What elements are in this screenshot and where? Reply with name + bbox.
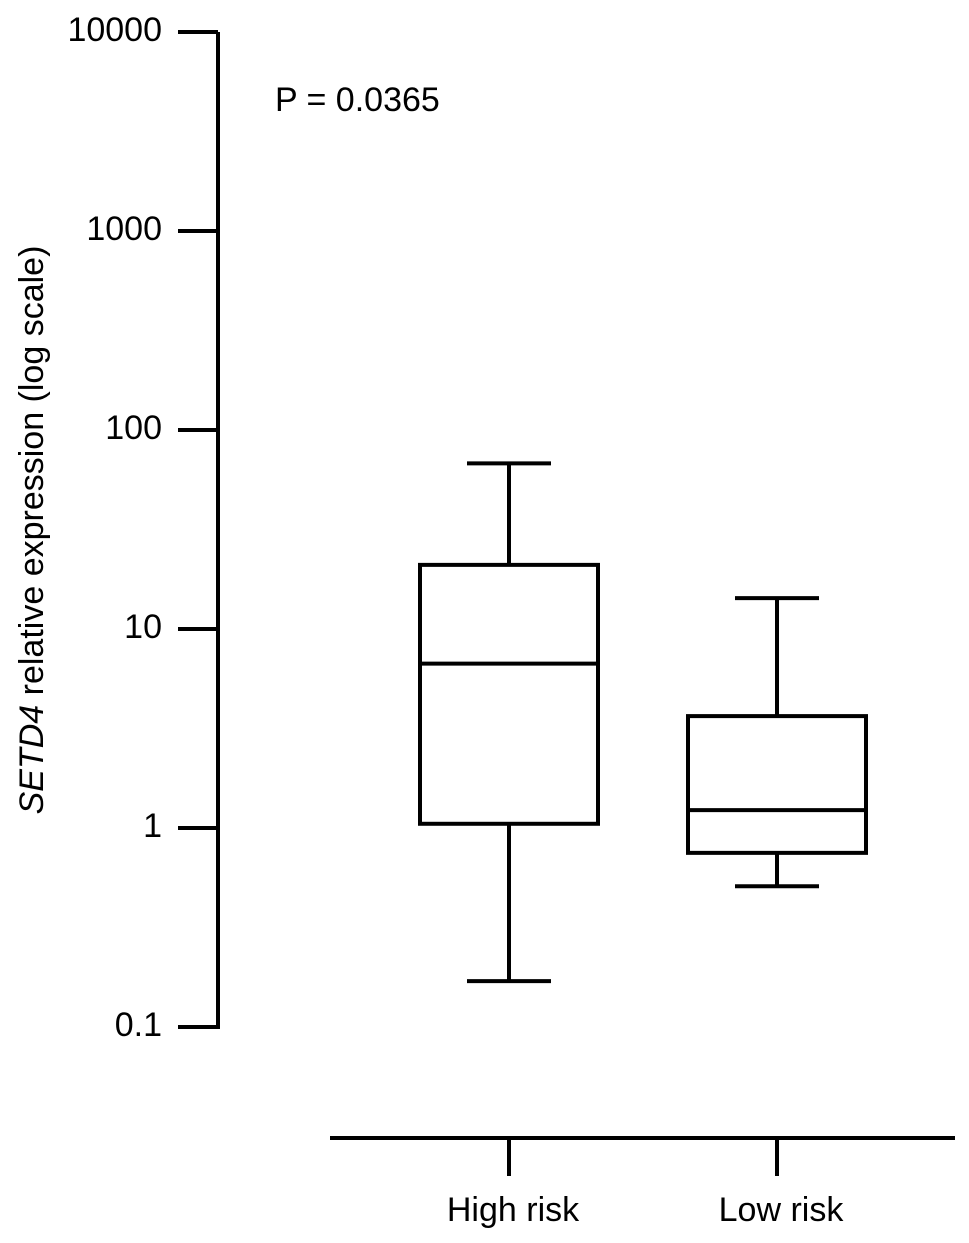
y-axis-label: SETD4 relative expression (log scale) xyxy=(13,246,51,815)
annotation: P = 0.0365 xyxy=(275,81,440,119)
y-tick-label: 10000 xyxy=(67,11,162,49)
y-tick-label: 100 xyxy=(105,409,162,447)
y-tick-label: 10 xyxy=(124,608,162,646)
box xyxy=(418,562,600,826)
y-tick-label: 0.1 xyxy=(115,1006,162,1044)
y-tick-label: 1000 xyxy=(86,210,162,248)
y-label-part: relative expression (log scale) xyxy=(13,246,51,696)
x-tick-label: High risk xyxy=(447,1191,580,1229)
y-label-part: SETD4 xyxy=(13,705,51,815)
box xyxy=(686,714,868,855)
x-tick-label: Low risk xyxy=(719,1191,845,1229)
y-tick-label: 1 xyxy=(143,807,162,845)
